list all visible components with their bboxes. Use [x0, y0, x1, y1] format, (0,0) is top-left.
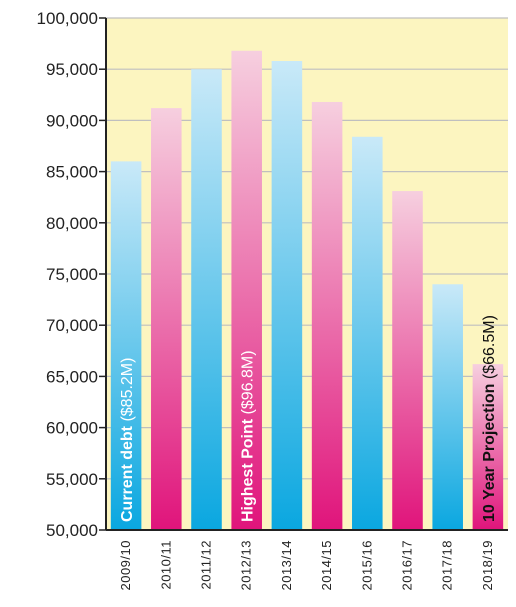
bar-2017-18: [432, 284, 463, 530]
bar-2015-16: [352, 136, 383, 530]
x-tick-label: 2016/17: [400, 540, 415, 591]
bar-2013-14: [271, 61, 303, 531]
bar-2010-11: [151, 108, 182, 530]
y-tick-label: 100,000: [37, 9, 98, 28]
bar-2009-10: [110, 161, 142, 531]
annotation-amount: ($66.5M): [481, 315, 498, 383]
y-axis-ticks: 50,000 55,000 60,000 65,000 70,000 75,000 80,0…: [37, 9, 106, 540]
y-tick-label: 70,000: [46, 316, 98, 335]
x-tick-label: 2015/16: [359, 540, 374, 591]
bar-2012-13: [231, 50, 262, 530]
annotation-amount: ($85.2M): [119, 358, 136, 426]
bar-annotation: Current debt ($85.2M): [119, 358, 136, 522]
y-tick-label: 95,000: [46, 60, 98, 79]
annotation-amount: ($96.8M): [240, 350, 257, 418]
annotation-bold: 10 Year Projection: [481, 384, 498, 522]
annotation-bold: Current debt: [119, 425, 136, 522]
y-tick-label: 55,000: [46, 470, 98, 489]
bar-annotation: Highest Point ($96.8M): [240, 350, 257, 522]
x-tick-label: 2010/11: [158, 540, 173, 590]
bar-2018-19: [472, 364, 504, 530]
y-tick-label: 50,000: [46, 521, 98, 540]
x-tick-label: 2017/18: [440, 540, 455, 591]
x-axis-labels: 2009/10 2010/11 2011/12 2012/13 2013/14 2014/…: [118, 540, 495, 591]
x-tick-label: 2011/12: [199, 540, 214, 590]
bars: [110, 50, 504, 531]
y-tick-label: 65,000: [46, 367, 98, 386]
y-tick-label: 90,000: [46, 111, 98, 130]
x-tick-label: 2018/19: [480, 540, 495, 591]
y-tick-label: 60,000: [46, 419, 98, 438]
x-tick-label: 2012/13: [239, 540, 254, 591]
y-tick-label: 80,000: [46, 214, 98, 233]
bar-annotations: Current debt ($85.2M) Highest Point ($96.…: [119, 315, 498, 522]
bar-annotation: 10 Year Projection ($66.5M): [481, 315, 498, 522]
y-tick-label: 85,000: [46, 163, 98, 182]
x-tick-label: 2014/15: [319, 540, 334, 591]
y-tick-label: 75,000: [46, 265, 98, 284]
bar-2011-12: [191, 69, 222, 530]
x-tick-label: 2009/10: [118, 540, 133, 591]
annotation-bold: Highest Point: [240, 418, 257, 522]
x-tick-label: 2013/14: [279, 540, 294, 591]
bar-2016-17: [392, 191, 423, 530]
bar-2014-15: [311, 101, 343, 530]
